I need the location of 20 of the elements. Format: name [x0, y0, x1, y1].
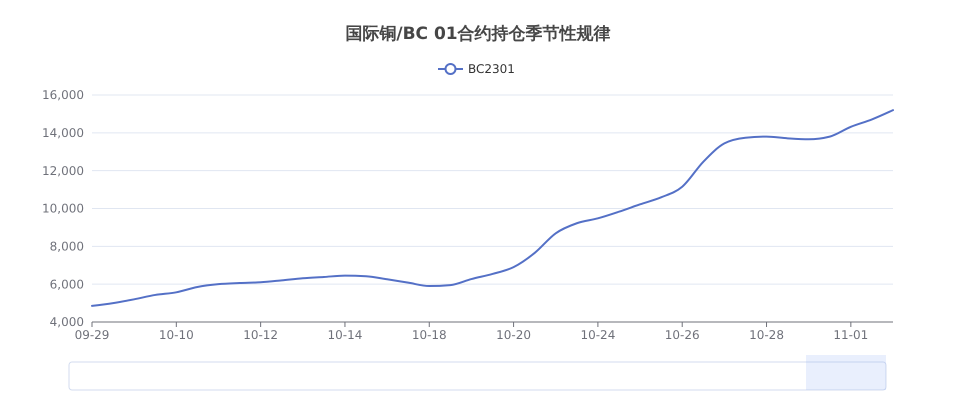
x-tick-label: 10-18	[412, 328, 447, 342]
x-tick-label: 11-01	[833, 328, 868, 342]
y-tick-label: 16,000	[42, 88, 84, 102]
y-tick-label: 14,000	[42, 126, 84, 140]
x-tick-label: 10-20	[496, 328, 532, 342]
x-tick-label: 10-24	[580, 328, 616, 342]
x-tick-label: 09-29	[74, 328, 110, 342]
x-tick-label: 10-14	[328, 328, 362, 342]
x-tick-label: 10-12	[243, 328, 278, 342]
x-tick-label: 10-10	[158, 328, 194, 342]
y-tick-label: 12,000	[42, 164, 84, 178]
x-tick-label: 10-26	[664, 328, 700, 342]
x-tick-label: 10-28	[749, 328, 784, 342]
y-tick-label: 10,000	[42, 202, 84, 216]
y-tick-label: 6,000	[50, 277, 84, 292]
y-tick-label: 8,000	[50, 240, 84, 254]
y-tick-label: 4,000	[50, 315, 84, 330]
legend-label: BC2301	[468, 62, 515, 76]
chart-title: 国际铜/BC 01合约持仓季节性规律	[345, 24, 611, 44]
line-series	[91, 109, 894, 307]
